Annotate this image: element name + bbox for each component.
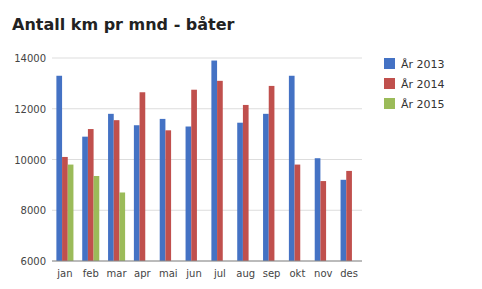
legend-label: År 2014	[401, 78, 445, 91]
bar	[119, 192, 125, 261]
x-tick-label: apr	[134, 268, 151, 279]
x-tick-label: mar	[107, 268, 128, 279]
x-tick-label: mai	[159, 268, 178, 279]
bar	[320, 181, 326, 261]
bar	[114, 120, 120, 261]
grid-line	[52, 58, 362, 59]
legend: År 2013 År 2014 År 2015	[384, 58, 445, 111]
legend-swatch	[384, 78, 395, 89]
bar	[108, 114, 114, 261]
y-tick-label: 14000	[14, 53, 46, 64]
legend-swatch	[384, 58, 395, 69]
bar	[134, 125, 140, 261]
bar	[94, 176, 100, 261]
y-tick-label: 6000	[21, 256, 46, 267]
chart: Antall km pr mnd - båter 6000 8000 10000 120…	[0, 0, 482, 289]
bar	[289, 76, 295, 261]
grid-line	[52, 261, 362, 262]
bar	[341, 180, 347, 261]
bar	[140, 92, 146, 261]
bar	[56, 76, 62, 261]
bar	[160, 119, 166, 261]
x-tick-label: sep	[263, 268, 281, 279]
bar	[211, 61, 217, 261]
bar	[82, 137, 88, 261]
bar	[217, 81, 223, 261]
x-tick-label: jun	[185, 268, 201, 279]
bar	[165, 130, 171, 261]
bar	[186, 127, 192, 261]
x-tick-label: aug	[236, 268, 255, 279]
chart-container: Antall km pr mnd - båter 6000 8000 10000 120…	[0, 0, 482, 289]
bar	[243, 105, 249, 261]
bar	[269, 86, 275, 261]
x-tick-label: feb	[83, 268, 99, 279]
bar	[295, 165, 301, 261]
legend-label: År 2015	[401, 98, 445, 111]
y-tick-label: 10000	[14, 155, 46, 166]
grid	[52, 58, 362, 261]
legend-swatch	[384, 98, 395, 109]
x-tick-label: nov	[314, 268, 332, 279]
grid-line	[52, 108, 362, 109]
x-tick-label: des	[340, 268, 358, 279]
bar	[315, 158, 321, 261]
bars	[56, 61, 352, 261]
bar	[237, 123, 243, 261]
bar	[346, 171, 352, 261]
legend-label: År 2013	[401, 58, 445, 71]
bar	[88, 129, 94, 261]
bar	[62, 157, 68, 261]
x-tick-label: jan	[56, 268, 72, 279]
title: Antall km pr mnd - båter	[12, 15, 235, 34]
bar	[263, 114, 269, 261]
x-tick-label: okt	[289, 268, 305, 279]
bar	[68, 165, 74, 261]
x-axis-line	[52, 261, 362, 262]
y-tick-label: 8000	[21, 205, 46, 216]
y-tick-label: 12000	[14, 104, 46, 115]
bar	[191, 90, 197, 261]
x-tick-label: jul	[213, 268, 226, 279]
